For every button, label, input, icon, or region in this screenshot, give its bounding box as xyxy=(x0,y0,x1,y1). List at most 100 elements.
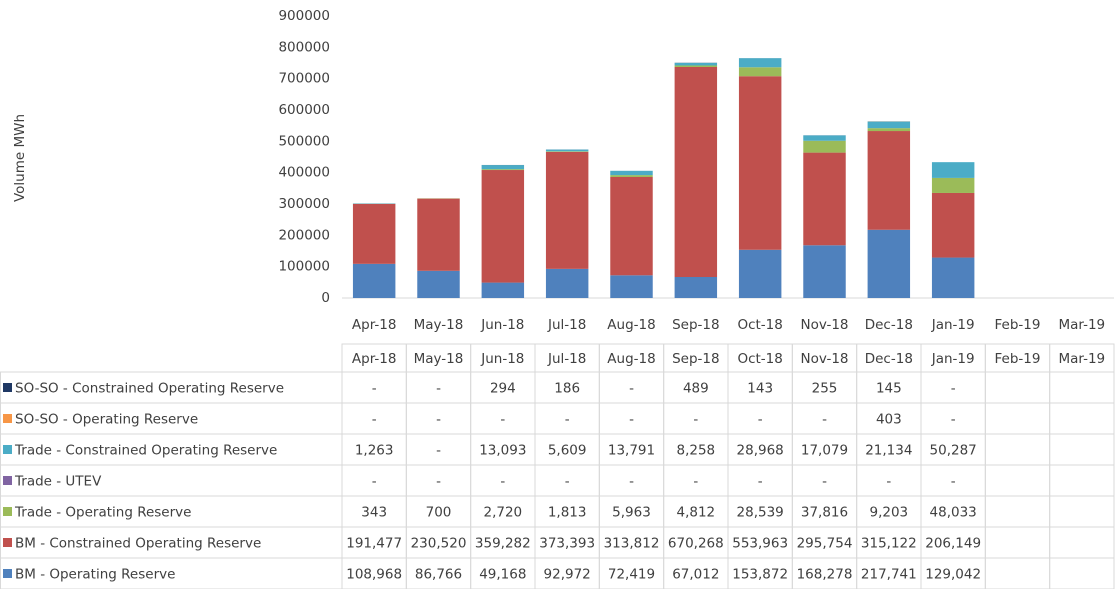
bar-segment xyxy=(610,176,653,276)
table-value: - xyxy=(693,474,698,490)
bar-segment xyxy=(610,175,653,177)
legend-key xyxy=(3,414,12,423)
bar-segment xyxy=(738,67,782,77)
bar-segment xyxy=(610,170,653,176)
bar-segment xyxy=(352,203,396,264)
bar-segment xyxy=(352,263,396,298)
table-value: 1,813 xyxy=(548,505,587,521)
x-tick-label: Aug-18 xyxy=(607,317,655,333)
table-value: 168,278 xyxy=(797,567,853,583)
bar-segment xyxy=(545,151,589,269)
table-value: 2,720 xyxy=(484,505,523,521)
x-tick-label: Nov-18 xyxy=(800,317,848,333)
legend-label: Trade - Constrained Operating Reserve xyxy=(14,443,277,459)
table-header: Apr-18 xyxy=(352,351,397,367)
bar-segment xyxy=(931,177,975,193)
table-value: 1,263 xyxy=(355,443,394,459)
legend-label: SO-SO - Constrained Operating Reserve xyxy=(15,381,284,397)
x-tick-label: Jun-18 xyxy=(480,317,524,333)
table-header: Feb-19 xyxy=(995,351,1041,367)
table-value: 4,812 xyxy=(677,505,716,521)
legend-label: Trade - UTEV xyxy=(14,474,102,490)
bar-segment xyxy=(417,270,460,298)
table-value: 67,012 xyxy=(672,567,719,583)
y-tick-label: 0 xyxy=(321,290,330,306)
legend-label: Trade - Operating Reserve xyxy=(14,505,191,521)
table-cell xyxy=(984,557,1051,589)
table-value: 72,419 xyxy=(608,567,655,583)
bar-segment xyxy=(481,165,525,170)
y-tick-label: 500000 xyxy=(278,133,330,149)
table-header: Aug-18 xyxy=(607,351,655,367)
table-value: 373,393 xyxy=(539,536,595,552)
table-value: 143 xyxy=(747,381,773,397)
table-value: - xyxy=(629,412,634,428)
table-cell xyxy=(1049,402,1115,435)
bar-segment xyxy=(545,151,589,152)
table-value: - xyxy=(436,474,441,490)
table-value: - xyxy=(758,474,763,490)
table-header: Oct-18 xyxy=(737,351,782,367)
bar-segment xyxy=(481,282,525,298)
table-value: 343 xyxy=(361,505,387,521)
table-cell xyxy=(1049,464,1115,497)
bar-segment xyxy=(738,58,782,68)
table-value: 186 xyxy=(554,381,580,397)
table-value: 9,203 xyxy=(870,505,909,521)
table-value: 92,972 xyxy=(544,567,591,583)
table-value: - xyxy=(372,381,377,397)
table-value: - xyxy=(500,412,505,428)
table-value: - xyxy=(436,412,441,428)
bar-segment xyxy=(545,268,589,298)
table-header: Jan-19 xyxy=(931,351,975,367)
table-header: Jun-18 xyxy=(480,351,524,367)
bar-segment xyxy=(674,277,718,298)
table-value: 553,963 xyxy=(732,536,788,552)
table-value: - xyxy=(565,412,570,428)
bar-segment xyxy=(931,162,975,178)
table-value: - xyxy=(951,474,956,490)
table-value: 13,093 xyxy=(479,443,526,459)
x-tick-label: Jan-19 xyxy=(931,317,975,333)
table-value: 17,079 xyxy=(801,443,848,459)
x-tick-label: Mar-19 xyxy=(1058,317,1105,333)
y-tick-label: 900000 xyxy=(278,8,330,24)
table-value: 403 xyxy=(876,412,902,428)
y-tick-label: 400000 xyxy=(278,165,330,181)
legend-key xyxy=(3,569,12,578)
table-value: - xyxy=(436,381,441,397)
bar-segment xyxy=(674,66,718,278)
y-tick-label: 600000 xyxy=(278,102,330,118)
legend-key xyxy=(3,476,12,485)
table-cell xyxy=(1049,433,1115,466)
x-tick-label: Jul-18 xyxy=(547,317,586,333)
bar-segment xyxy=(610,275,653,298)
table-value: - xyxy=(951,412,956,428)
table-cell xyxy=(1049,526,1115,559)
bar-segment xyxy=(803,245,846,298)
bar-segment xyxy=(803,135,846,141)
table-value: 489 xyxy=(683,381,709,397)
legend-label: BM - Operating Reserve xyxy=(15,567,175,583)
table-cell xyxy=(1049,495,1115,528)
y-axis-title: Volume MWh xyxy=(12,114,28,202)
table-value: 670,268 xyxy=(668,536,724,552)
bar-segment xyxy=(674,65,718,67)
bar-segment xyxy=(417,198,460,271)
table-header: May-18 xyxy=(414,351,464,367)
table-value: 315,122 xyxy=(861,536,917,552)
bar-segment xyxy=(867,131,911,230)
table-header: Sep-18 xyxy=(672,351,720,367)
table-value: 129,042 xyxy=(925,567,981,583)
y-tick-label: 200000 xyxy=(278,227,330,243)
bar-segment xyxy=(803,140,846,153)
table-value: - xyxy=(822,474,827,490)
table-value: 230,520 xyxy=(411,536,467,552)
table-value: - xyxy=(886,474,891,490)
y-tick-label: 800000 xyxy=(278,39,330,55)
table-header: Dec-18 xyxy=(865,351,913,367)
table-value: - xyxy=(500,474,505,490)
table-value: 294 xyxy=(490,381,516,397)
table-value: 13,791 xyxy=(608,443,655,459)
